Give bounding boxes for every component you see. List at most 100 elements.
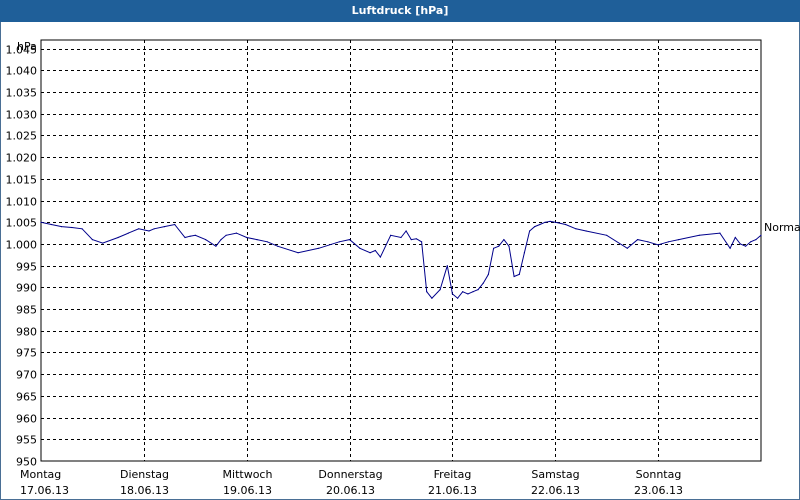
data-point	[729, 247, 731, 249]
data-point	[667, 241, 670, 243]
y-tick-label: 950	[16, 456, 37, 469]
y-tick-label: 995	[16, 261, 37, 274]
y-tick-label: 1.020	[6, 152, 38, 165]
data-point	[575, 228, 577, 230]
y-tick-label: 990	[16, 282, 37, 295]
y-tick-label: 965	[16, 391, 37, 404]
data-point	[390, 234, 392, 236]
x-tick-day: Sonntag	[636, 468, 682, 481]
data-point	[148, 230, 150, 232]
data-point	[513, 275, 515, 278]
x-tick-date: 17.06.13	[20, 484, 69, 497]
data-point	[297, 252, 299, 254]
data-point	[647, 241, 649, 243]
series-line	[40, 220, 762, 299]
data-point	[755, 239, 757, 241]
data-point	[102, 242, 104, 244]
data-point	[503, 239, 505, 241]
y-tick-label: 1.015	[6, 174, 38, 187]
data-point	[719, 232, 721, 234]
data-point	[539, 223, 541, 226]
data-point	[750, 241, 752, 243]
y-tick-label: 1.010	[6, 196, 38, 209]
grid-layer	[40, 39, 762, 462]
data-point	[400, 236, 402, 239]
data-point	[739, 243, 742, 245]
series-layer	[40, 220, 762, 299]
y-tick-label: 1.035	[6, 87, 38, 100]
data-point	[184, 236, 186, 239]
y-tick-label: 960	[16, 413, 37, 426]
data-point	[163, 226, 165, 228]
data-point	[50, 223, 52, 226]
data-point	[215, 245, 217, 247]
data-point	[745, 245, 747, 247]
data-point	[318, 247, 320, 249]
data-point	[220, 239, 222, 241]
data-point	[405, 230, 407, 232]
data-point	[657, 244, 659, 246]
data-point	[565, 223, 567, 226]
data-point	[369, 252, 371, 254]
data-point	[91, 239, 93, 241]
data-point	[606, 234, 608, 236]
x-tick-day: Samstag	[531, 468, 579, 481]
y-tick-label: 1.045	[6, 44, 38, 57]
x-tick-day: Dienstag	[120, 468, 169, 481]
chart-title: Luftdruck [hPa]	[0, 0, 800, 22]
data-point	[153, 228, 155, 230]
data-point	[451, 293, 453, 295]
data-point	[359, 247, 361, 249]
data-point	[446, 265, 448, 267]
data-point	[277, 245, 279, 247]
data-point	[379, 256, 381, 258]
data-point	[71, 226, 73, 229]
y-tick-label: 1.000	[6, 239, 38, 252]
data-point	[374, 249, 376, 252]
data-point	[534, 226, 536, 228]
data-point	[487, 273, 489, 275]
data-point	[760, 234, 762, 236]
x-tick-date: 20.06.13	[326, 484, 375, 497]
data-point	[734, 236, 736, 239]
data-point	[462, 291, 464, 293]
data-point	[266, 241, 268, 243]
plot-frame	[40, 39, 762, 462]
data-point	[410, 239, 412, 241]
data-point	[439, 289, 441, 291]
data-point	[338, 241, 340, 243]
data-point	[549, 220, 551, 222]
y-tick-label: 985	[16, 304, 37, 317]
data-point	[585, 230, 587, 232]
data-point	[40, 221, 42, 223]
data-point	[174, 223, 176, 226]
data-point	[194, 234, 196, 236]
data-point	[637, 239, 639, 241]
x-tick-day: Donnerstag	[318, 468, 382, 481]
data-point	[518, 273, 520, 275]
x-tick-date: 18.06.13	[120, 484, 169, 497]
x-tick-day: Mittwoch	[223, 468, 273, 481]
data-point	[225, 234, 227, 236]
labels-layer: 950 955 960 965 970 975 980 985 990 995 1.000 1.005…	[6, 44, 683, 498]
y-tick-label: 980	[16, 326, 37, 339]
y-tick-label: 1.025	[6, 130, 38, 143]
data-point	[117, 236, 119, 239]
data-point	[698, 234, 700, 236]
y-tick-label: 970	[16, 369, 37, 382]
y-tick-label: 1.040	[6, 65, 38, 78]
data-point	[81, 228, 83, 230]
y-tick-label: 975	[16, 347, 37, 360]
data-point	[678, 239, 680, 241]
data-point	[415, 238, 417, 240]
data-point	[349, 239, 351, 241]
y-axis-label: hPa	[17, 40, 37, 53]
data-point	[256, 239, 258, 241]
data-point	[189, 235, 191, 237]
data-point	[508, 245, 510, 247]
data-point	[529, 230, 531, 232]
data-point	[235, 232, 237, 234]
x-tick-date: 23.06.13	[634, 484, 683, 497]
x-tick-date: 22.06.13	[531, 484, 580, 497]
